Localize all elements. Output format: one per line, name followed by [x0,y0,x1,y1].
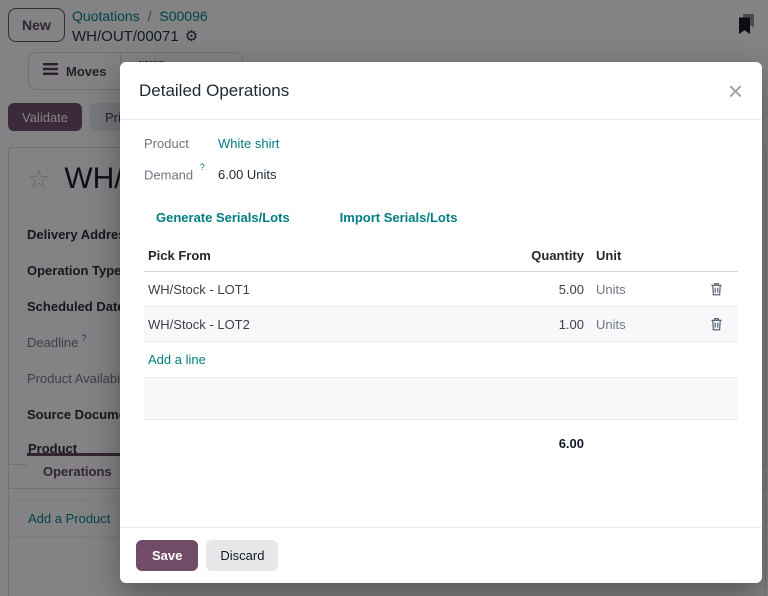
demand-value: 6.00 Units [218,167,277,183]
help-icon[interactable]: ? [199,162,205,172]
cell-quantity[interactable]: 5.00 [558,281,584,297]
cell-quantity[interactable]: 1.00 [558,316,584,332]
close-icon[interactable]: × [727,75,743,106]
cell-unit: Units [596,281,626,297]
col-pick-from: Pick From [148,247,211,263]
operations-table: Pick From Quantity Unit WH/Stock - LOT1 … [144,239,738,466]
discard-button[interactable]: Discard [206,540,279,571]
cell-unit: Units [596,316,626,332]
modal-title: Detailed Operations [139,80,290,100]
table-row[interactable]: WH/Stock - LOT2 1.00 Units [144,307,738,343]
col-unit: Unit [596,247,622,263]
table-header-row: Pick From Quantity Unit [144,239,738,273]
total-row: 6.00 [144,420,738,466]
table-row[interactable]: WH/Stock - LOT1 5.00 Units [144,272,738,308]
total-quantity: 6.00 [558,435,584,451]
empty-row[interactable] [144,378,738,421]
col-quantity: Quantity [531,247,584,263]
modal-body: Product White shirt Demand ? 6.00 Units … [120,120,762,466]
product-label: Product [144,136,189,151]
save-button[interactable]: Save [136,540,199,571]
cell-pick-from[interactable]: WH/Stock - LOT2 [148,316,250,332]
add-line-row: Add a line [144,342,738,379]
demand-label: Demand ? [144,162,218,183]
demand-label-text: Demand [144,167,194,183]
generate-serials-button[interactable]: Generate Serials/Lots [156,210,290,226]
modal-footer: Save Discard [120,527,762,583]
import-serials-button[interactable]: Import Serials/Lots [339,210,458,226]
add-a-line-link[interactable]: Add a line [148,352,206,368]
demand-row: Demand ? 6.00 Units [144,162,738,183]
modal-header: Detailed Operations × [120,62,762,120]
product-value-link[interactable]: White shirt [218,136,280,151]
product-row: Product White shirt [144,136,738,151]
detailed-operations-modal: Detailed Operations × Product White shir… [120,62,762,583]
cell-pick-from[interactable]: WH/Stock - LOT1 [148,281,250,297]
trash-icon[interactable] [708,315,725,333]
trash-icon[interactable] [708,280,725,298]
serial-actions: Generate Serials/Lots Import Serials/Lot… [156,210,738,225]
